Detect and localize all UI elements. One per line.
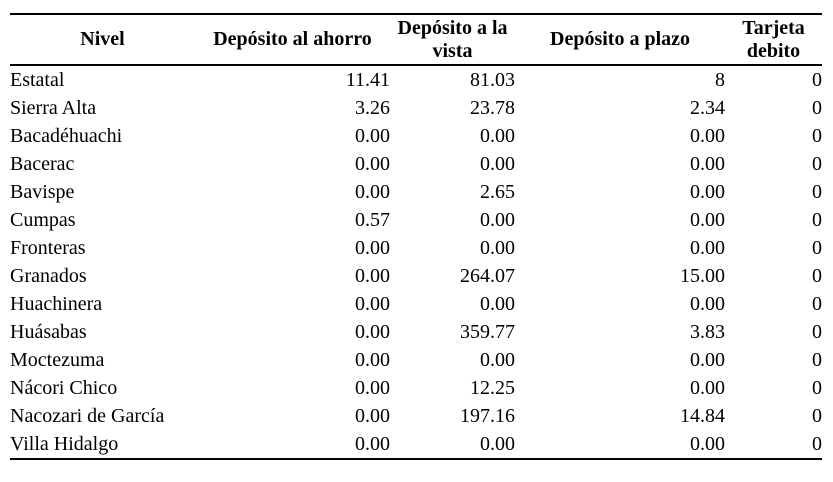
table-row: Estatal 11.41 81.03 8 0	[10, 65, 822, 94]
row-label: Nácori Chico	[10, 377, 118, 399]
value-cell: 0	[812, 97, 822, 119]
value-cell: 0.00	[480, 209, 515, 231]
value-cell: 0.00	[480, 237, 515, 259]
table-row: Fronteras 0.00 0.00 0.00 0	[10, 234, 822, 262]
value-cell: 0.00	[690, 349, 725, 371]
value-cell: 0.00	[690, 293, 725, 315]
column-header-deposito-al-ahorro: Depósito al ahorro	[213, 28, 372, 50]
table-row: Huachinera 0.00 0.00 0.00 0	[10, 290, 822, 318]
table-body: Estatal 11.41 81.03 8 0 Sierra Alta 3.26 23.78 2…	[10, 65, 822, 459]
value-cell: 0.00	[690, 433, 725, 455]
table-row: Nacozari de García 0.00 197.16 14.84 0	[10, 402, 822, 430]
column-header-deposito-a-la-vista: Depósito a la vista	[397, 16, 508, 62]
value-cell: 81.03	[470, 69, 515, 91]
value-cell: 0	[812, 125, 822, 147]
value-cell: 0	[812, 377, 822, 399]
value-cell: 8	[715, 69, 725, 91]
value-cell: 0	[812, 69, 822, 91]
table-row: Cumpas 0.57 0.00 0.00 0	[10, 206, 822, 234]
table-row: Bavispe 0.00 2.65 0.00 0	[10, 178, 822, 206]
value-cell: 23.78	[470, 97, 515, 119]
value-cell: 0.00	[480, 293, 515, 315]
value-cell: 264.07	[460, 265, 515, 287]
value-cell: 3.26	[355, 97, 390, 119]
value-cell: 2.34	[690, 97, 725, 119]
row-label: Nacozari de García	[10, 405, 165, 427]
value-cell: 0	[812, 321, 822, 343]
table-row: Nácori Chico 0.00 12.25 0.00 0	[10, 374, 822, 402]
value-cell: 0.00	[355, 349, 390, 371]
value-cell: 0.00	[480, 433, 515, 455]
value-cell: 14.84	[680, 405, 725, 427]
value-cell: 0.00	[355, 321, 390, 343]
table-row: Huásabas 0.00 359.77 3.83 0	[10, 318, 822, 346]
value-cell: 0.00	[355, 237, 390, 259]
value-cell: 0.00	[355, 377, 390, 399]
row-label: Cumpas	[10, 209, 76, 231]
table-row: Sierra Alta 3.26 23.78 2.34 0	[10, 94, 822, 122]
row-label: Bacerac	[10, 153, 75, 175]
value-cell: 0.00	[355, 293, 390, 315]
value-cell: 197.16	[460, 405, 515, 427]
value-cell: 0.00	[355, 125, 390, 147]
value-cell: 0.00	[355, 405, 390, 427]
row-label: Granados	[10, 265, 87, 287]
row-label: Sierra Alta	[10, 97, 97, 119]
value-cell: 0.00	[355, 181, 390, 203]
value-cell: 0	[812, 265, 822, 287]
value-cell: 0.00	[480, 349, 515, 371]
value-cell: 0	[812, 433, 822, 455]
table-row: Bacerac 0.00 0.00 0.00 0	[10, 150, 822, 178]
column-header-nivel: Nivel	[80, 28, 125, 50]
deposits-table-container: Nivel Depósito al ahorro Depósito a la v…	[10, 13, 822, 460]
value-cell: 12.25	[470, 377, 515, 399]
table-row: Bacadéhuachi 0.00 0.00 0.00 0	[10, 122, 822, 150]
value-cell: 15.00	[680, 265, 725, 287]
column-header-tarjeta-debito: Tarjeta debito	[742, 16, 805, 62]
value-cell: 359.77	[460, 321, 515, 343]
column-header-deposito-a-plazo: Depósito a plazo	[550, 28, 690, 50]
row-label: Huachinera	[10, 293, 103, 315]
row-label: Bacadéhuachi	[10, 125, 123, 147]
value-cell: 0.00	[480, 153, 515, 175]
row-label: Bavispe	[10, 181, 75, 203]
value-cell: 0.00	[690, 153, 725, 175]
row-label: Villa Hidalgo	[10, 433, 119, 455]
value-cell: 0	[812, 349, 822, 371]
value-cell: 0.00	[690, 181, 725, 203]
value-cell: 0	[812, 237, 822, 259]
row-label: Fronteras	[10, 237, 86, 259]
value-cell: 0.00	[690, 377, 725, 399]
value-cell: 2.65	[480, 181, 515, 203]
table-row: Villa Hidalgo 0.00 0.00 0.00 0	[10, 430, 822, 459]
value-cell: 0.00	[480, 125, 515, 147]
value-cell: 0.00	[690, 125, 725, 147]
header-row: Nivel Depósito al ahorro Depósito a la v…	[10, 14, 822, 65]
value-cell: 0	[812, 153, 822, 175]
value-cell: 3.83	[690, 321, 725, 343]
value-cell: 0	[812, 181, 822, 203]
value-cell: 0.00	[355, 433, 390, 455]
table-row: Granados 0.00 264.07 15.00 0	[10, 262, 822, 290]
table-row: Moctezuma 0.00 0.00 0.00 0	[10, 346, 822, 374]
value-cell: 11.41	[345, 69, 390, 91]
row-label: Huásabas	[10, 321, 87, 343]
row-label: Moctezuma	[10, 349, 105, 371]
value-cell: 0	[812, 209, 822, 231]
value-cell: 0.00	[690, 209, 725, 231]
deposits-table: Nivel Depósito al ahorro Depósito a la v…	[10, 13, 822, 460]
value-cell: 0.00	[355, 153, 390, 175]
row-label: Estatal	[10, 69, 65, 91]
table-header: Nivel Depósito al ahorro Depósito a la v…	[10, 14, 822, 65]
value-cell: 0.00	[690, 237, 725, 259]
value-cell: 0	[812, 293, 822, 315]
value-cell: 0	[812, 405, 822, 427]
value-cell: 0.57	[355, 209, 390, 231]
value-cell: 0.00	[355, 265, 390, 287]
